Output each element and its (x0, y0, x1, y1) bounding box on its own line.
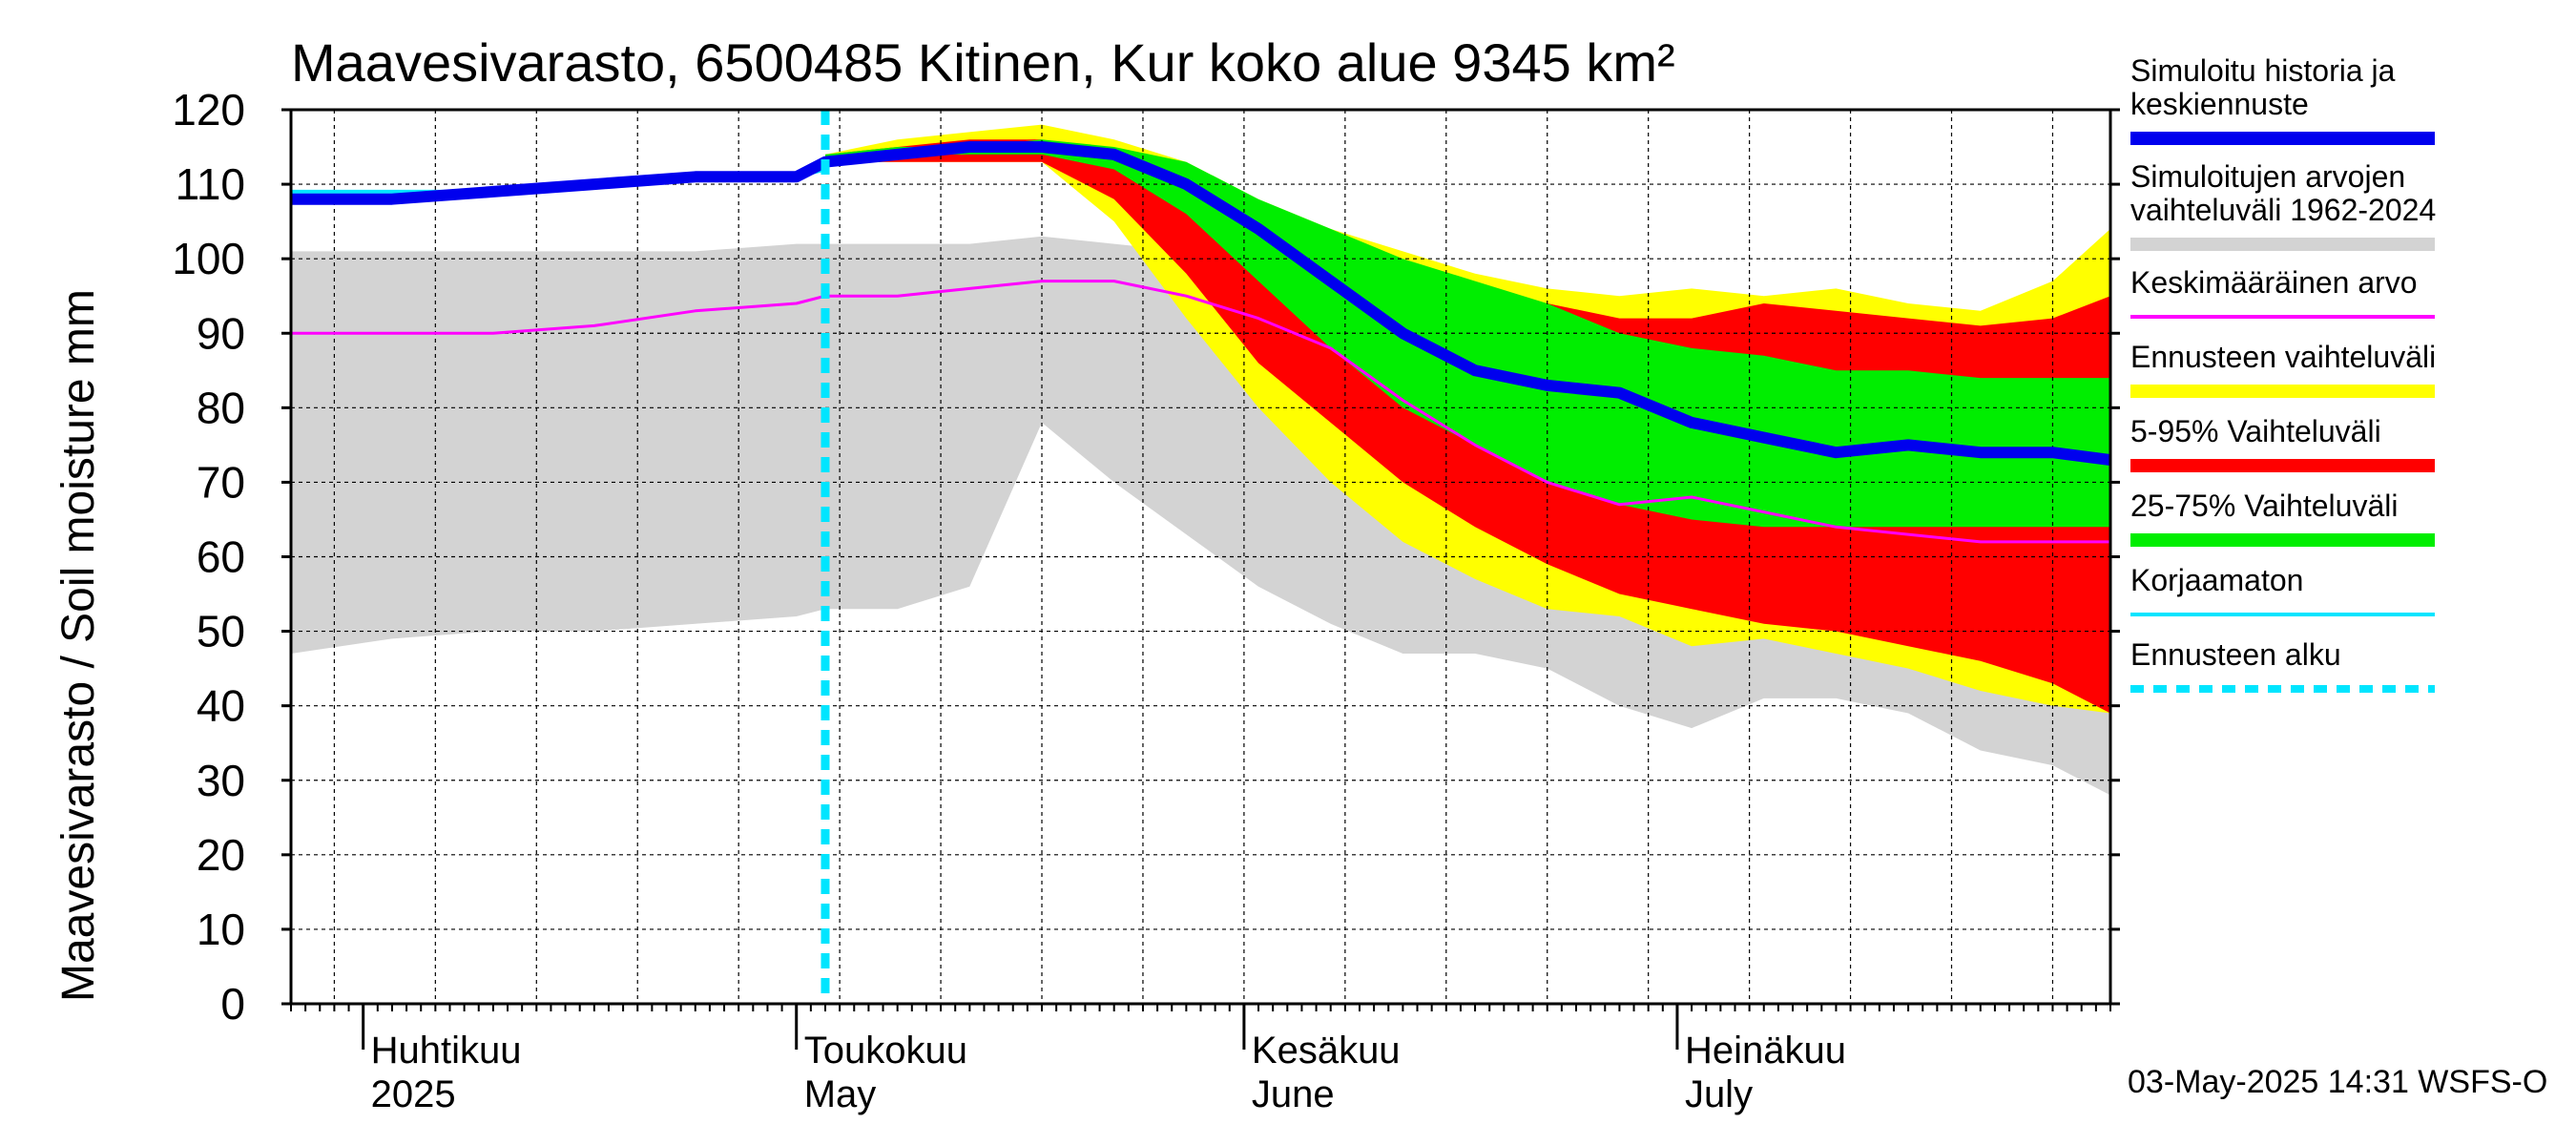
y-tick-label: 70 (197, 457, 245, 507)
legend-label: Keskimääräinen arvo (2130, 265, 2418, 300)
y-tick-label: 100 (172, 234, 245, 283)
y-tick-label: 90 (197, 308, 245, 358)
x-month-label-fi: Heinäkuu (1685, 1030, 1846, 1072)
legend-label: Ennusteen alku (2130, 637, 2341, 672)
y-tick-label: 10 (197, 905, 245, 954)
legend-label: Ennusteen vaihteluväli (2130, 340, 2436, 374)
axes: 0 10 20 30 40 50 60 70 80 90 100 110 120 Huhtikuu2025… (172, 85, 2120, 1115)
x-month-label-fi: Huhtikuu (371, 1030, 522, 1072)
chart-title: Maavesivarasto, 6500485 Kitinen, Kur kok… (291, 32, 1675, 93)
y-axis-label: Maavesivarasto / Soil moisture mm (53, 289, 104, 1002)
legend-label: vaihteluväli 1962-2024 (2130, 193, 2436, 227)
x-month-label-en: May (804, 1073, 877, 1115)
y-tick-label: 30 (197, 756, 245, 805)
legend-label: 5-95% Vaihteluväli (2130, 414, 2381, 448)
legend-label: keskiennuste (2130, 87, 2309, 121)
line-simuloitu-historia-ja-keskiennuste (291, 141, 2110, 466)
grid (291, 110, 2110, 1004)
line-keskim-r-inen-arvo (291, 280, 2110, 544)
plot-area (291, 110, 2110, 1004)
x-month-label-en: July (1685, 1073, 1753, 1115)
y-tick-label: 20 (197, 830, 245, 880)
legend-label: 25-75% Vaihteluväli (2130, 489, 2398, 523)
timestamp-footer: 03-May-2025 14:31 WSFS-O (2128, 1064, 2547, 1100)
y-tick-label: 80 (197, 383, 245, 432)
y-tick-label: 0 (220, 979, 245, 1029)
x-month-label-fi: Kesäkuu (1252, 1030, 1401, 1072)
y-tick-label: 60 (197, 532, 245, 582)
legend-label: Simuloitujen arvojen (2130, 159, 2405, 194)
y-tick-label: 50 (197, 607, 245, 656)
plot-content (291, 110, 2110, 1004)
x-month-label-en: 2025 (371, 1073, 456, 1115)
legend-label: Simuloitu historia ja (2130, 53, 2396, 88)
x-month-label-fi: Toukokuu (804, 1030, 967, 1072)
y-tick-label: 40 (197, 681, 245, 731)
x-month-label-en: June (1252, 1073, 1335, 1115)
y-tick-label: 120 (172, 85, 245, 135)
y-tick-label: 110 (176, 159, 245, 209)
legend-label: Korjaamaton (2130, 563, 2303, 597)
